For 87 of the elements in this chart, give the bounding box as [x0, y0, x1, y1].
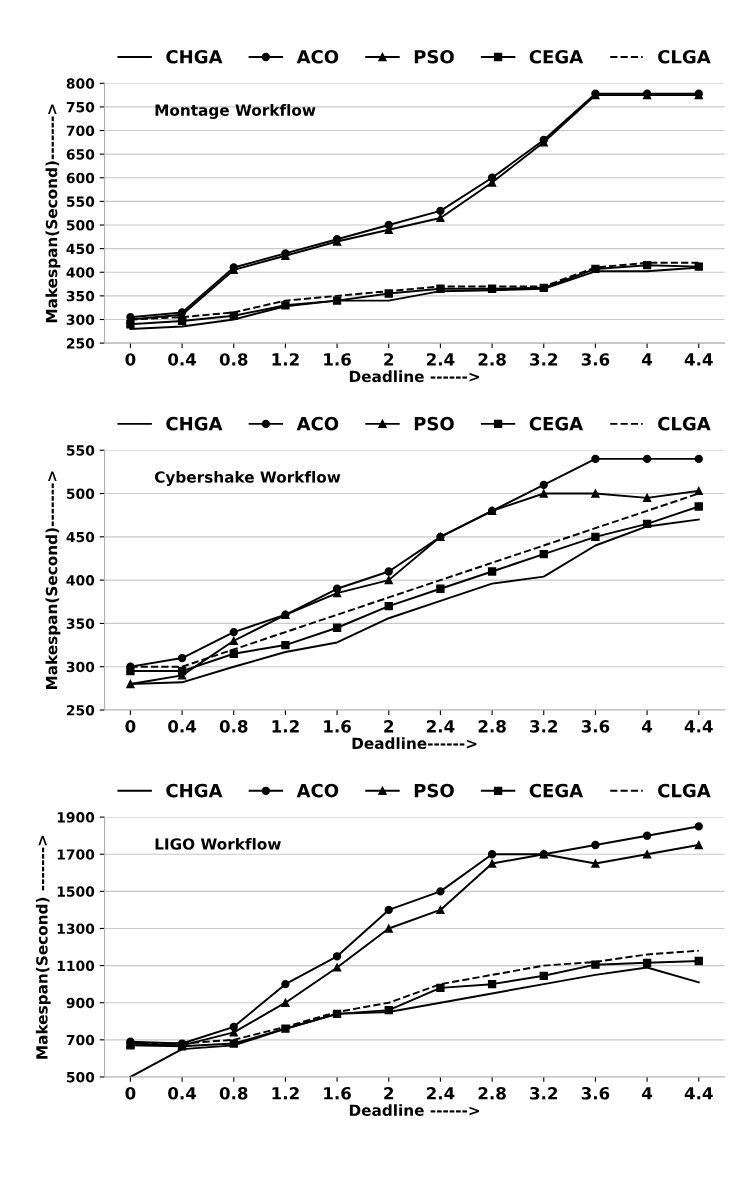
legend-label: PSO	[414, 416, 454, 431]
x-tick-label: 4	[642, 1087, 653, 1100]
x-tick-label: 4	[642, 720, 653, 733]
y-tick-label: 1700	[57, 849, 95, 860]
y-tick-label: 550	[66, 445, 95, 456]
x-tick-label: 1.2	[272, 720, 299, 733]
legend-label: PSO	[414, 49, 454, 64]
y-tick-label: 1300	[57, 923, 95, 934]
x-tick-label: 2.4	[426, 720, 455, 733]
x-tick-label: 1.2	[272, 353, 299, 366]
legend-label: CHGA	[166, 783, 223, 798]
x-tick-label: 1.6	[324, 353, 351, 366]
x-tick-label: 0	[125, 1086, 136, 1100]
x-tick-label: 0	[125, 720, 136, 733]
y-tick-label: 500	[66, 219, 95, 231]
y-tick-label: 350	[66, 618, 95, 629]
y-tick-label: 1900	[57, 812, 95, 823]
x-tick-label: 4.4	[684, 720, 713, 733]
x-tick-label: 3.6	[581, 353, 610, 366]
y-tick-label: 250	[66, 338, 95, 349]
y-tick-label: 500	[66, 488, 95, 499]
x-tick-label: 2.4	[426, 1086, 455, 1100]
annotation: Montage Workflow	[155, 104, 316, 119]
x-tick-label: 0.8	[219, 720, 248, 733]
x-tick-label: 1.2	[272, 1086, 299, 1100]
y-tick-label: 700	[66, 125, 95, 137]
x-axis-title: Deadline ------>	[349, 370, 480, 383]
legend-label: CEGA	[529, 783, 584, 798]
y-tick-label: 450	[66, 531, 95, 543]
x-tick-label: 0.4	[168, 720, 197, 733]
x-tick-label: 1.6	[324, 1086, 351, 1100]
y-axis-title: Makespan(Second) ------->	[35, 835, 51, 1059]
y-tick-label: 800	[66, 78, 95, 89]
y-tick-label: 900	[66, 997, 95, 1009]
annotation: Cybershake Workflow	[154, 471, 341, 486]
x-tick-label: 4.4	[684, 1087, 713, 1100]
y-tick-label: 350	[66, 290, 95, 302]
legend-label: CEGA	[529, 49, 584, 64]
y-tick-label: 300	[66, 661, 95, 673]
y-tick-label: 1500	[57, 886, 95, 897]
legend-label: ACO	[296, 783, 339, 798]
legend-label: ACO	[296, 49, 339, 64]
x-tick-label: 2	[384, 720, 394, 733]
x-tick-label: 0.4	[168, 353, 197, 366]
y-tick-label: 450	[66, 243, 95, 255]
y-tick-label: 250	[66, 705, 95, 716]
legend-label: CLGA	[658, 49, 711, 64]
legend-label: CLGA	[658, 783, 711, 798]
x-tick-label: 4.4	[684, 353, 713, 366]
legend-label: CLGA	[658, 416, 711, 431]
y-tick-label: 400	[66, 575, 95, 586]
x-tick-label: 3.2	[530, 353, 558, 366]
x-tick-label: 2	[384, 353, 394, 366]
y-tick-label: 1100	[57, 960, 95, 972]
x-tick-label: 3.2	[530, 1086, 558, 1100]
y-tick-label: 750	[66, 101, 95, 113]
x-axis-title: Deadline ------>	[349, 1104, 480, 1117]
x-tick-label: 2.8	[478, 1086, 506, 1100]
x-tick-label: 0.8	[219, 1086, 248, 1100]
x-tick-label: 2	[384, 1086, 394, 1100]
x-tick-label: 1.6	[324, 720, 351, 733]
legend-label: PSO	[414, 783, 454, 798]
x-tick-label: 0.8	[219, 353, 248, 366]
x-tick-label: 3.6	[581, 720, 610, 733]
y-axis-title: Makespan(Second)------->	[45, 104, 61, 323]
x-tick-label: 2.8	[478, 720, 506, 733]
y-tick-label: 700	[66, 1034, 95, 1046]
x-tick-label: 4	[642, 353, 653, 366]
x-axis-title: Deadline------>	[352, 737, 477, 750]
x-tick-label: 0.4	[168, 1086, 197, 1100]
legend-label: CEGA	[529, 416, 584, 431]
legend-label: ACO	[296, 416, 339, 431]
y-tick-label: 550	[66, 196, 95, 207]
x-tick-label: 3.2	[530, 720, 558, 733]
y-tick-label: 650	[66, 149, 95, 160]
y-tick-label: 400	[66, 267, 95, 278]
annotation: LIGO Workflow	[155, 837, 281, 850]
legend-label: CHGA	[166, 49, 223, 64]
y-tick-label: 500	[66, 1071, 95, 1083]
y-tick-label: 300	[66, 314, 95, 325]
legend-label: CHGA	[166, 416, 223, 431]
x-tick-label: 2.4	[426, 353, 455, 366]
x-tick-label: 0	[125, 353, 136, 366]
y-tick-label: 600	[66, 172, 95, 184]
y-axis-title: Makespan(Second)------->	[45, 471, 61, 690]
x-tick-label: 3.6	[581, 1086, 610, 1100]
x-tick-label: 2.8	[478, 353, 506, 366]
